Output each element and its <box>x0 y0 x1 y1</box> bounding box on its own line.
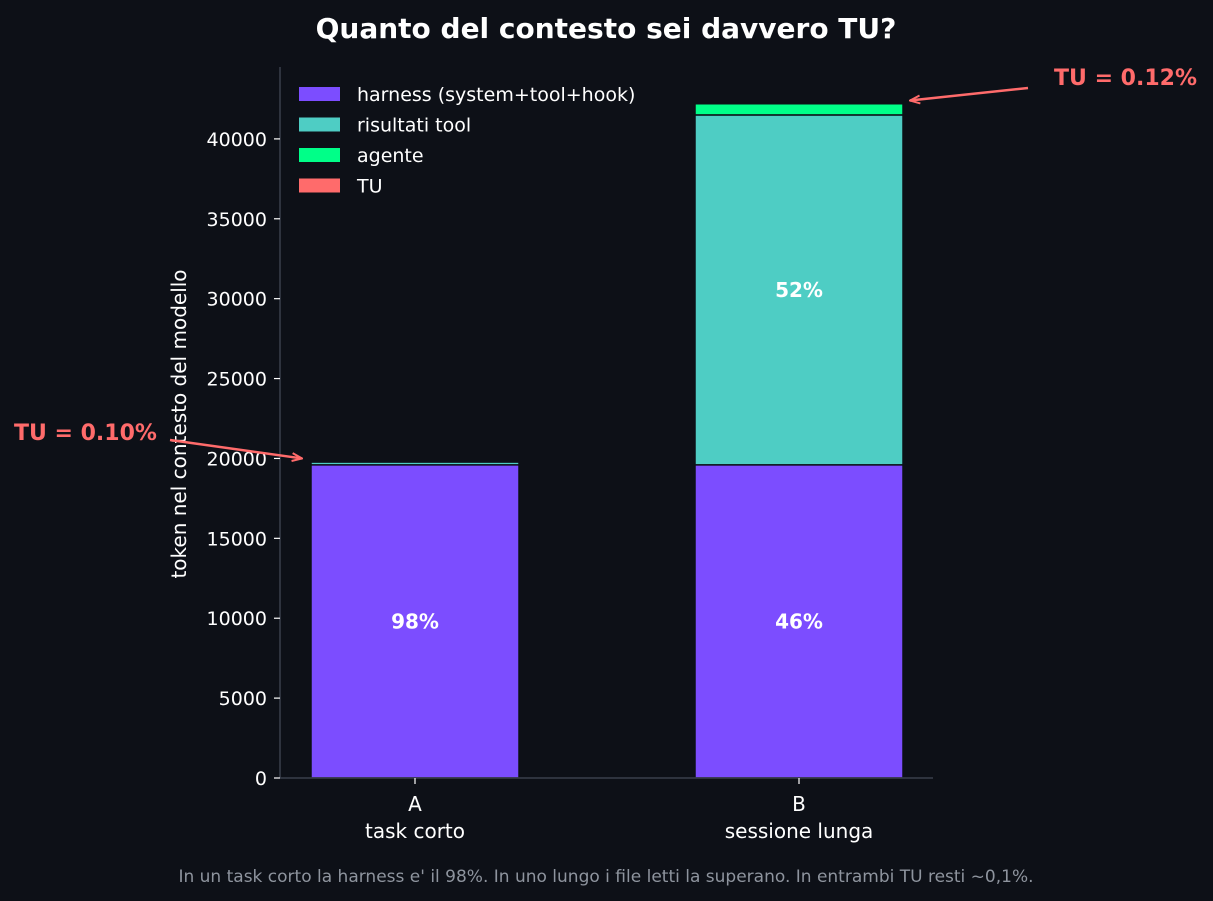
y-tick-label: 35000 <box>207 209 267 231</box>
bar-label-a-harness-system-tool-hook: 98% <box>391 609 439 633</box>
legend-label-agente: agente <box>357 145 424 167</box>
y-tick-label: 10000 <box>207 608 267 630</box>
annotations-layer: TU = 0.10% TU = 0.12% <box>14 66 1197 458</box>
bar-label-b-risultati-tool: 52% <box>775 278 823 302</box>
bar-labels-layer: 98% 46% 52% <box>391 278 823 634</box>
chart-caption: In un task corto la harness e' il 98%. I… <box>178 867 1033 887</box>
annotation-arrow-b <box>910 86 1029 101</box>
annotation-label-b: TU = 0.12% <box>1054 66 1197 91</box>
annotation-label-a: TU = 0.10% <box>14 421 157 446</box>
y-tick-label: 20000 <box>207 448 267 470</box>
bar-label-b-harness-system-tool-hook: 46% <box>775 609 823 633</box>
legend-swatch-harness-system-tool-hook <box>299 87 340 101</box>
legend-swatch-tu <box>299 178 340 193</box>
annotation-arrow-a <box>169 438 302 458</box>
y-axis-label: token nel contesto del modello <box>167 269 191 578</box>
x-tick-sublabel-a: task corto <box>365 819 465 843</box>
legend-label-risultati-tool: risultati tool <box>357 115 471 137</box>
legend-swatch-risultati-tool <box>299 117 340 132</box>
bar-b-risultati-tool <box>694 114 904 466</box>
x-tick-label-a: A <box>408 792 422 816</box>
y-tick-label: 0 <box>255 768 267 790</box>
bar-a-harness-system-tool-hook <box>310 464 520 779</box>
legend-label-tu: TU <box>356 176 383 198</box>
bar-b-agente <box>694 102 904 116</box>
y-tick-label: 25000 <box>207 369 267 391</box>
axes-layer: 0 5000 10000 15000 20000 25000 30000 35000 40000… <box>207 67 933 843</box>
bar-b-tu <box>694 102 904 105</box>
x-tick-sublabel-b: sessione lunga <box>725 819 874 843</box>
legend-label-harness-system-tool-hook: harness (system+tool+hook) <box>357 84 635 106</box>
y-tick-label: 5000 <box>219 688 267 710</box>
bars-layer <box>310 102 904 779</box>
legend-swatch-agente <box>299 148 340 162</box>
y-tick-label: 15000 <box>207 528 267 550</box>
chart-title: Quanto del contesto sei davvero TU? <box>316 12 897 45</box>
y-tick-label: 30000 <box>207 289 267 311</box>
y-tick-label: 40000 <box>207 129 267 151</box>
legend: harness (system+tool+hook) risultati tool… <box>299 84 635 198</box>
x-tick-label-b: B <box>792 792 806 816</box>
